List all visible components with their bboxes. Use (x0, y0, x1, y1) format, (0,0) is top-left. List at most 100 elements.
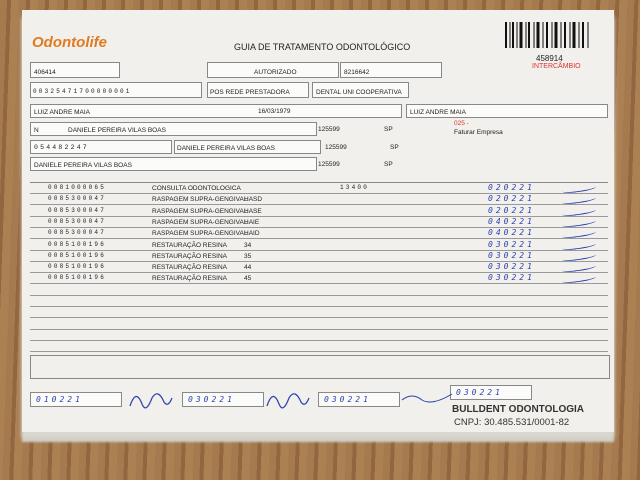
procedure-code: 0085300047 (48, 206, 107, 214)
table-row (30, 296, 608, 307)
procedure-tooth: 44 (244, 264, 252, 272)
table-row (30, 217, 608, 228)
professional: DANIELE PEREIRA VILAS BOAS (68, 127, 166, 134)
uf: SP (384, 126, 393, 133)
procedure-tooth: HASD (244, 196, 263, 204)
procedure-date: 030221 (488, 273, 535, 283)
billing-text: Faturar Empresa (454, 129, 503, 136)
cnpj-stamp: CNPJ: 30.485.531/0001-82 (454, 417, 570, 428)
holder: LUIZ ANDRE MAIA (410, 109, 466, 116)
field-box (318, 392, 400, 407)
procedure-date: 040221 (488, 216, 535, 226)
field-box (207, 82, 309, 98)
procedure-code: 0085300047 (48, 217, 107, 225)
procedure-code: 0085300047 (48, 195, 107, 203)
procedure-description: RESTAURAÇÃO RESINA (152, 252, 228, 260)
field-box (30, 104, 402, 118)
field-box (30, 157, 317, 171)
field-box (174, 140, 321, 154)
executor-uf: SP (390, 144, 399, 151)
procedure-description: RASPAGEM SUPRA-GENGIVAL (152, 196, 248, 204)
cro: 125599 (318, 126, 340, 133)
company: DENTAL UNI COOPERATIVA (316, 89, 402, 96)
procedure-description: RESTAURAÇÃO RESINA (152, 275, 228, 283)
beneficiary-name: LUIZ ANDRE MAIA (34, 109, 90, 116)
date-auth: 030221 (188, 395, 235, 404)
table-row (30, 206, 608, 217)
observation-box (30, 355, 610, 379)
procedure-code: 0081000065 (48, 184, 107, 191)
table-row (30, 330, 608, 341)
guide-type: INTERCÂMBIO (532, 63, 581, 70)
field-box (30, 82, 202, 98)
procedure-code: 0085100196 (48, 274, 107, 282)
responsible-uf: SP (384, 161, 393, 168)
table-row (30, 319, 608, 330)
procedure-code: 0085100196 (48, 263, 107, 271)
table-row (30, 194, 608, 206)
plan: POS REDE PRESTADORA (210, 89, 290, 96)
field-box (30, 122, 317, 136)
procedure-date: 030221 (488, 250, 535, 260)
field-box (30, 140, 172, 154)
form-title: GUIA DE TRATAMENTO ODONTOLÓGICO (234, 42, 411, 52)
procedure-tooth: HASE (244, 207, 262, 215)
procedure-tooth: 34 (244, 241, 252, 249)
ans-registry: 406414 (34, 69, 56, 76)
date-start: 010221 (36, 395, 83, 404)
field-box (450, 385, 532, 400)
procedure-date: 020221 (488, 194, 535, 204)
field-box (207, 62, 339, 78)
procedure-date: 040221 (488, 228, 535, 238)
table-row (30, 240, 608, 251)
field-box (182, 392, 264, 407)
table-row (30, 251, 608, 262)
table-row (30, 273, 608, 285)
table-row (30, 262, 608, 274)
procedure-code: 0085300047 (48, 229, 107, 237)
executor-cro: 125599 (325, 144, 347, 151)
procedure-description: RESTAURAÇÃO RESINA (152, 241, 228, 249)
birth-date: 16/03/1979 (258, 108, 291, 115)
field-box (30, 62, 120, 78)
contract-type: N (34, 127, 39, 134)
procedure-tooth: 35 (244, 252, 252, 260)
procedure-description: CONSULTA ODONTOLOGICA (152, 185, 241, 192)
procedure-description: RASPAGEM SUPRA-GENGIVAL (152, 218, 248, 226)
table-row (30, 285, 608, 296)
date-sign: 030221 (456, 388, 503, 397)
procedure-date: 020221 (488, 183, 535, 192)
cpf: 054482247 (34, 144, 89, 151)
procedure-date: 030221 (488, 262, 535, 272)
guide-number: 458914 (536, 54, 563, 63)
card-number: 00325471700000001 (33, 88, 132, 95)
procedure-code: 0085100196 (48, 251, 107, 259)
field-box (312, 82, 409, 98)
field-box (340, 62, 442, 78)
responsible: DANIELE PEREIRA VILAS BOAS (34, 162, 132, 169)
logo: Odontolife (32, 34, 107, 51)
procedure-tooth: 45 (244, 275, 252, 283)
procedure-tooth: HAIE (244, 218, 260, 226)
table-row (30, 341, 608, 353)
procedure-date: 020221 (488, 205, 535, 215)
field-box (406, 104, 608, 118)
procedure-description: RESTAURAÇÃO RESINA (152, 264, 228, 272)
table-header-line (30, 174, 608, 183)
procedure-tooth: HAID (244, 230, 260, 238)
procedure-description: RASPAGEM SUPRA-GENGIVAL (152, 207, 248, 215)
clinic-stamp: BULLDENT ODONTOLOGIA (452, 404, 585, 415)
procedure-description: RASPAGEM SUPRA-GENGIVAL (152, 230, 248, 238)
field-box (30, 392, 122, 407)
form: Odontolife GUIA DE TRATAMENTO ODONTOLÓGI… (22, 10, 614, 432)
billing-code: 025 - (454, 120, 469, 127)
table-row (30, 228, 608, 240)
date-end: 030221 (324, 395, 371, 404)
status: AUTORIZADO (254, 69, 297, 76)
main-guide: 8216642 (344, 69, 370, 76)
table-row (30, 307, 608, 319)
procedure-value: 13400 (340, 184, 370, 191)
procedure-date: 030221 (488, 239, 535, 249)
responsible-cro: 125599 (318, 161, 340, 168)
